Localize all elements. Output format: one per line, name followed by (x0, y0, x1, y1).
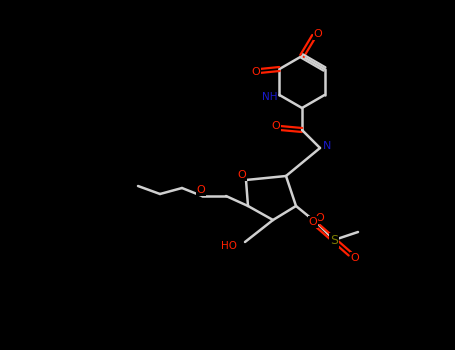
Text: O: O (197, 185, 205, 195)
Text: O: O (313, 29, 323, 39)
Text: S: S (330, 233, 338, 246)
Text: O: O (238, 170, 246, 180)
Text: N: N (323, 141, 331, 151)
Text: O: O (251, 67, 260, 77)
Text: O: O (308, 217, 318, 227)
Text: HO: HO (221, 241, 237, 251)
Text: NH: NH (262, 92, 277, 102)
Text: O: O (351, 253, 359, 263)
Text: O: O (316, 213, 324, 223)
Text: O: O (272, 121, 280, 131)
